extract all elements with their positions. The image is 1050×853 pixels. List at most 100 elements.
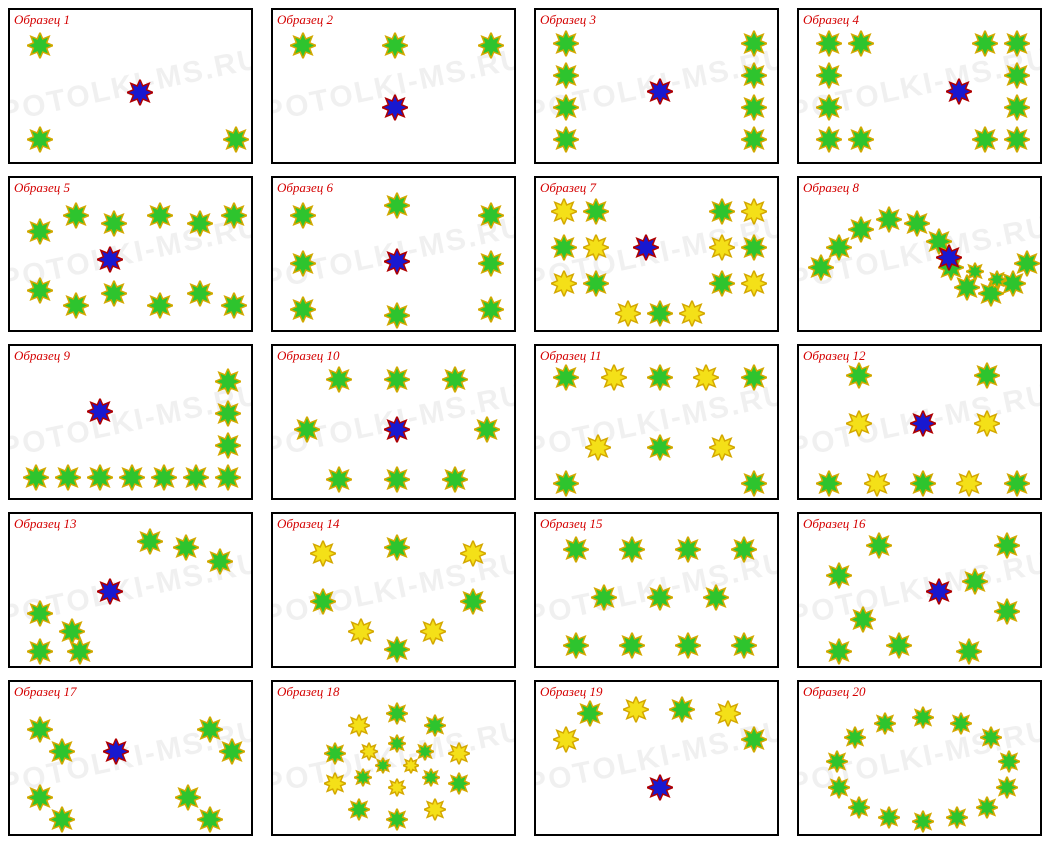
pattern-cell: POTOLKI-MS.RUОбразец 20	[797, 680, 1042, 836]
yellow-star-icon	[974, 411, 1000, 442]
pattern-cell: POTOLKI-MS.RUОбразец 6	[271, 176, 516, 332]
pattern-cell: POTOLKI-MS.RUОбразец 11	[534, 344, 779, 500]
green-star-icon	[828, 777, 850, 804]
panel-label: Образец 17	[14, 684, 77, 700]
green-star-icon	[63, 203, 89, 234]
blue-star-icon	[946, 79, 972, 110]
green-star-icon	[994, 599, 1020, 630]
panel-label: Образец 14	[277, 516, 340, 532]
green-star-icon	[846, 363, 872, 394]
green-star-icon	[553, 365, 579, 396]
green-star-icon	[478, 33, 504, 64]
green-star-icon	[173, 535, 199, 566]
yellow-star-icon	[448, 743, 470, 770]
green-star-icon	[1014, 251, 1040, 282]
pattern-cell: POTOLKI-MS.RUОбразец 12	[797, 344, 1042, 500]
yellow-star-icon	[679, 301, 705, 332]
green-star-icon	[553, 31, 579, 62]
green-star-icon	[384, 637, 410, 668]
green-star-icon	[848, 797, 870, 824]
green-star-icon	[310, 589, 336, 620]
green-star-icon	[384, 535, 410, 566]
blue-star-icon	[87, 399, 113, 430]
green-star-icon	[215, 369, 241, 400]
green-star-icon	[741, 31, 767, 62]
green-star-icon	[956, 639, 982, 669]
pattern-cell: POTOLKI-MS.RUОбразец 14	[271, 512, 516, 668]
green-star-icon	[326, 467, 352, 498]
green-star-icon	[215, 433, 241, 464]
green-star-icon	[553, 471, 579, 501]
panel-label: Образец 15	[540, 516, 603, 532]
blue-star-icon	[384, 417, 410, 448]
green-star-icon	[147, 203, 173, 234]
green-star-icon	[553, 127, 579, 158]
green-star-icon	[741, 727, 767, 758]
blue-star-icon	[97, 579, 123, 610]
yellow-star-icon	[715, 701, 741, 732]
green-star-icon	[478, 203, 504, 234]
blue-star-icon	[382, 95, 408, 126]
green-star-icon	[816, 63, 842, 94]
green-star-icon	[474, 417, 500, 448]
green-star-icon	[741, 127, 767, 158]
yellow-star-icon	[741, 199, 767, 230]
panel-label: Образец 20	[803, 684, 866, 700]
pattern-cell: POTOLKI-MS.RUОбразец 4	[797, 8, 1042, 164]
green-star-icon	[1004, 95, 1030, 126]
green-star-icon	[197, 807, 223, 837]
panel-label: Образец 2	[277, 12, 333, 28]
green-star-icon	[448, 773, 470, 800]
green-star-icon	[988, 271, 1006, 294]
green-star-icon	[583, 271, 609, 302]
panel-label: Образец 12	[803, 348, 866, 364]
green-star-icon	[966, 263, 984, 286]
green-star-icon	[591, 585, 617, 616]
green-star-icon	[215, 465, 241, 496]
green-star-icon	[101, 281, 127, 312]
blue-star-icon	[97, 247, 123, 278]
yellow-star-icon	[324, 773, 346, 800]
green-star-icon	[384, 367, 410, 398]
green-star-icon	[55, 465, 81, 496]
green-star-icon	[848, 127, 874, 158]
blue-star-icon	[633, 235, 659, 266]
green-star-icon	[816, 127, 842, 158]
green-star-icon	[816, 471, 842, 501]
yellow-star-icon	[693, 365, 719, 396]
pattern-cell: POTOLKI-MS.RUОбразец 9	[8, 344, 253, 500]
green-star-icon	[1004, 31, 1030, 62]
green-star-icon	[386, 809, 408, 836]
pattern-cell: POTOLKI-MS.RUОбразец 15	[534, 512, 779, 668]
green-star-icon	[221, 203, 247, 234]
green-star-icon	[27, 33, 53, 64]
panel-label: Образец 10	[277, 348, 340, 364]
green-star-icon	[219, 739, 245, 770]
green-star-icon	[384, 193, 410, 224]
blue-star-icon	[910, 411, 936, 442]
yellow-star-icon	[709, 235, 735, 266]
panel-label: Образец 1	[14, 12, 70, 28]
yellow-star-icon	[709, 435, 735, 466]
green-star-icon	[563, 537, 589, 568]
green-star-icon	[962, 569, 988, 600]
green-star-icon	[980, 727, 1002, 754]
green-star-icon	[912, 811, 934, 837]
green-star-icon	[1004, 63, 1030, 94]
green-star-icon	[290, 33, 316, 64]
pattern-cell: POTOLKI-MS.RUОбразец 16	[797, 512, 1042, 668]
green-star-icon	[826, 563, 852, 594]
pattern-grid: POTOLKI-MS.RUОбразец 1POTOLKI-MS.RUОбраз…	[8, 8, 1042, 836]
green-star-icon	[647, 301, 673, 332]
pattern-cell: POTOLKI-MS.RUОбразец 7	[534, 176, 779, 332]
yellow-star-icon	[741, 271, 767, 302]
yellow-star-icon	[460, 541, 486, 572]
panel-label: Образец 9	[14, 348, 70, 364]
green-star-icon	[974, 363, 1000, 394]
green-star-icon	[151, 465, 177, 496]
green-star-icon	[290, 203, 316, 234]
yellow-star-icon	[424, 799, 446, 826]
green-star-icon	[23, 465, 49, 496]
pattern-cell: POTOLKI-MS.RUОбразец 8	[797, 176, 1042, 332]
green-star-icon	[577, 701, 603, 732]
